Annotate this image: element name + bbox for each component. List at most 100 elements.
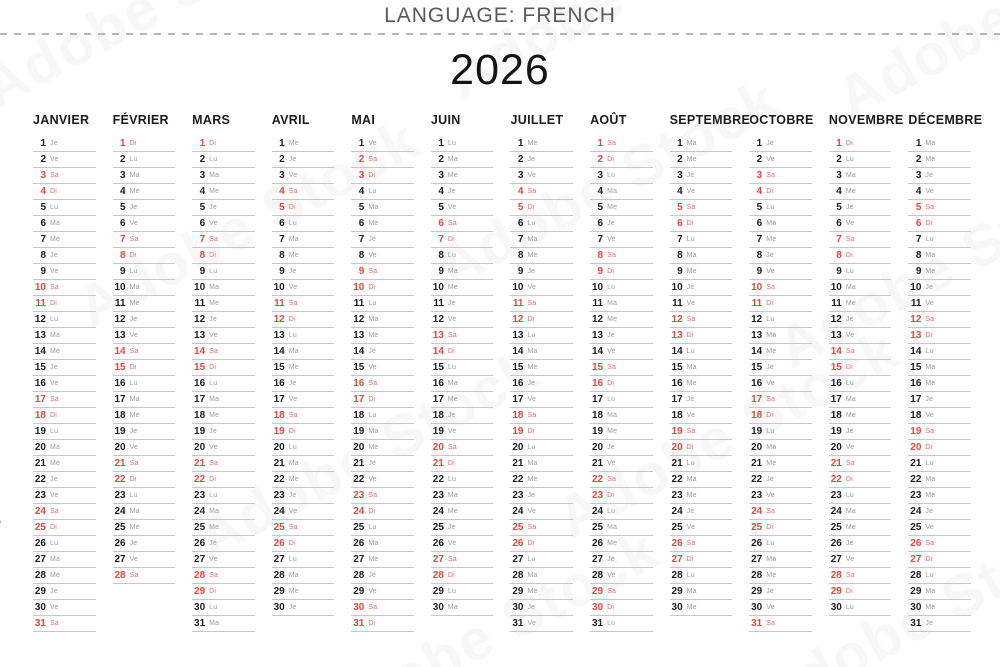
day-row: 15 Ma [908,360,971,376]
day-weekday: Me [925,156,936,163]
day-number: 14 [910,345,922,357]
day-number: 17 [353,393,365,405]
day-number: 29 [910,585,922,597]
day-number: 11 [353,297,365,309]
day-weekday: Lu [607,396,616,403]
day-weekday: Je [607,332,615,339]
day-row: 3 Ma [192,168,255,184]
day-row: 14 Lu [908,344,971,360]
day-weekday: Lu [607,508,616,515]
day-row: 25 Lu [351,520,414,536]
day-number: 31 [591,617,604,629]
day-number: 27 [512,553,524,565]
day-number: 4 [597,185,604,197]
day-weekday: Me [527,140,538,147]
day-number: 18 [830,409,842,421]
day-weekday: Ma [447,380,459,387]
day-weekday: Lu [925,236,934,243]
day-row: 9 Je [271,264,335,280]
day-weekday: Me [686,268,697,275]
day-weekday: Je [527,268,536,275]
day-row: 22 Me [271,472,335,488]
month-name: JUIN [430,113,461,127]
day-row: 21 Lu [669,456,733,472]
day-weekday: Sa [845,348,855,355]
day-number: 10 [353,281,365,293]
day-row: 13 Ve [192,328,255,344]
day-number: 4 [40,185,46,197]
day-weekday: Ve [368,588,377,595]
day-row: 24 Je [908,504,971,520]
day-weekday: Ve [527,620,537,627]
day-row: 10 Me [430,280,494,296]
day-number: 5 [597,201,604,213]
day-row: 13 Je [590,328,653,344]
month-column: JUILLET 1 Me 2 Je 3 Ve 4 Sa 5 Di 6 Lu 7 Ma 8 Me 9 Je 10 Ve 11… [510,113,574,632]
month-column: NOVEMBRE 1 Di 2 Lu 3 Ma 4 Me 5 Je 6 Ve 7 Sa 8 Di 9 Lu 10 Ma 1… [828,113,903,632]
day-row: 7 Ma [271,232,335,248]
day-row: 15 Ma [669,360,733,376]
day-row: 3 Je [908,168,971,184]
day-row: 23 Ve [33,488,96,504]
day-weekday: Je [766,364,775,371]
day-number: 10 [751,281,763,293]
day-weekday: Sa [209,460,219,467]
day-weekday: Me [925,380,936,387]
day-weekday: Lu [368,412,377,419]
day-number: 25 [751,521,763,533]
day-weekday: Ve [686,188,696,195]
day-row: 1 Ma [908,136,971,152]
day-weekday: Ve [447,540,457,547]
day-number: 11 [274,297,285,309]
day-weekday: Di [209,364,217,371]
day-weekday: Me [607,540,618,547]
day-number: 27 [34,553,46,565]
stock-watermark: Adobe Stock | #160277863 [0,411,3,665]
day-number: 3 [40,169,46,181]
day-weekday: Ve [129,556,139,563]
day-number: 9 [199,265,206,277]
day-row: 21 Sa [112,456,176,472]
day-weekday: Lu [686,236,695,243]
day-row: 5 Je [828,200,892,216]
day-number: 15 [910,361,922,373]
day-weekday: Sa [845,572,855,579]
day-number: 23 [432,489,444,501]
day-weekday: Lu [368,188,377,195]
day-number: 22 [114,473,126,485]
day-row: 9 Di [590,264,653,280]
day-weekday: Sa [209,572,219,579]
day-number: 17 [432,393,444,405]
day-row: 1 Di [828,136,892,152]
day-row: 17 Me [430,392,494,408]
day-number: 6 [756,217,763,229]
day-number: 2 [915,153,922,165]
day-weekday: Ve [686,412,696,419]
day-row: 28 Lu [669,568,733,584]
day-row: 25 Me [112,520,176,536]
day-weekday: Je [288,156,297,163]
day-row: 22 Ve [351,472,414,488]
day-row: 11 Ma [590,296,653,312]
day-weekday: Lu [129,268,138,275]
day-weekday: Di [607,492,615,499]
day-row: 17 Sa [33,392,96,408]
day-number: 15 [512,361,524,373]
day-weekday: Me [527,364,538,371]
day-weekday: Ma [368,204,379,211]
day-row: 14 Me [33,344,96,360]
day-weekday: Lu [766,204,775,211]
day-number: 9 [756,265,763,277]
day-number: 27 [910,553,922,565]
day-weekday: Ve [368,476,377,483]
day-row: 21 Sa [192,456,255,472]
day-row: 29 Ma [669,584,733,600]
day-number: 17 [273,393,285,405]
day-row: 20 Lu [510,440,574,456]
day-weekday: Di [845,140,853,147]
day-number: 23 [671,489,683,501]
day-weekday: Ma [129,284,140,291]
day-number: 5 [517,201,524,213]
day-number: 16 [751,377,763,389]
day-row: 7 Ve [590,232,653,248]
